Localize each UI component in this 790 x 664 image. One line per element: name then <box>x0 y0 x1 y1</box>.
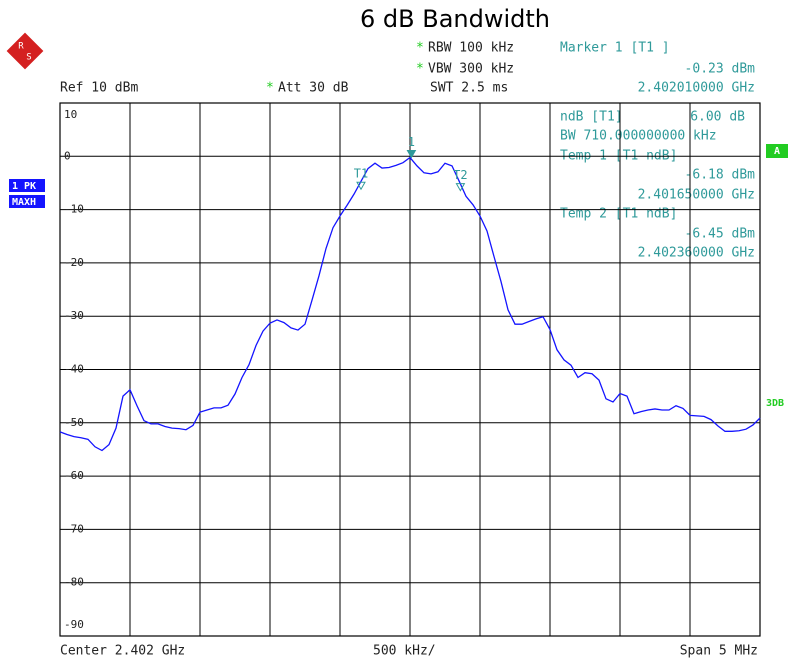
status-box <box>766 144 788 158</box>
rbw: RBW 100 kHz <box>428 41 514 56</box>
temp-level: -6.45 dBm <box>685 227 756 242</box>
marker <box>455 183 466 192</box>
marker-symbol: T1 <box>354 167 368 181</box>
y-tick-label: -80 <box>64 576 84 589</box>
temp-frequency: 2.402360000 GHz <box>638 246 755 261</box>
marker-title: Marker 1 [T1 ] <box>560 41 670 56</box>
chart-title: 6 dB Bandwidth <box>360 5 550 33</box>
y-tick-label: -50 <box>64 416 84 429</box>
y-tick-label: -20 <box>64 256 84 269</box>
trace <box>59 156 761 452</box>
y-tick-label: -90 <box>64 618 84 631</box>
status: A <box>774 146 780 157</box>
vbw: VBW 300 kHz <box>428 62 514 77</box>
logo-letter: S <box>26 53 31 63</box>
marker <box>356 181 366 191</box>
temp-level: -6.18 dBm <box>685 168 756 183</box>
logo: R S <box>6 32 44 70</box>
trace-label: 1 PK <box>12 181 36 192</box>
marker-frequency: 2.402010000 GHz <box>638 81 755 96</box>
y-tick-label: -60 <box>64 469 84 482</box>
ndb-bandwidth: BW 710.000000000 kHz <box>560 129 717 144</box>
ref: Ref 10 dBm <box>60 81 138 96</box>
y-tick-label: -40 <box>64 363 84 376</box>
marker-level: -0.23 dBm <box>685 62 756 77</box>
logo-letter: R <box>18 42 24 52</box>
marker <box>406 150 417 159</box>
flag: * <box>416 41 424 56</box>
y-tick-label: -10 <box>64 203 84 216</box>
span: Span 5 MHz <box>680 644 758 659</box>
marker-symbol: 1 <box>408 135 415 149</box>
flag: * <box>416 62 424 77</box>
temp-title: Temp 2 [T1 ndB] <box>560 207 677 222</box>
temp-frequency: 2.401650000 GHz <box>638 188 755 203</box>
y-tick-label: -70 <box>64 522 84 535</box>
trace-label-box <box>9 195 45 208</box>
att: Att 30 dB <box>278 81 349 96</box>
scale: 500 kHz/ <box>373 644 436 659</box>
flag: * <box>266 81 274 96</box>
y-tick-label: -30 <box>64 309 84 322</box>
center: Center 2.402 GHz <box>60 644 185 659</box>
y-tick-label: 0 <box>64 149 71 162</box>
trace-label-box <box>9 179 45 192</box>
status: 3DB <box>766 398 784 409</box>
ndb-level: 6.00 dB <box>690 110 745 125</box>
y-tick-label: 10 <box>64 108 77 121</box>
trace-label: MAXH <box>12 197 36 208</box>
marker-symbol: T2 <box>453 168 467 182</box>
ndb-label: ndB [T1] <box>560 110 623 125</box>
swt: SWT 2.5 ms <box>430 81 508 96</box>
logo-diamond <box>6 32 44 70</box>
